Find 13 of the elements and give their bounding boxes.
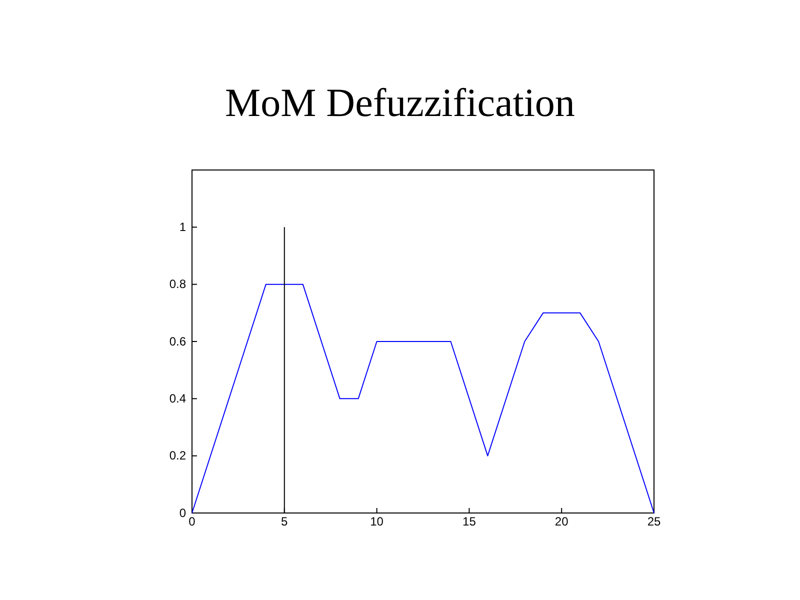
x-tick-label: 10 bbox=[370, 514, 384, 529]
y-tick-label: 1 bbox=[179, 220, 186, 234]
y-tick-label: 0.6 bbox=[169, 334, 186, 348]
y-tick-label: 0.4 bbox=[169, 392, 186, 406]
x-tick-label: 5 bbox=[281, 514, 288, 529]
x-tick-label: 15 bbox=[462, 514, 476, 529]
x-tick-label: 20 bbox=[554, 514, 569, 529]
y-tick-label: 0.2 bbox=[169, 448, 186, 463]
x-tick-label: 0 bbox=[188, 514, 196, 529]
y-tick-label: 0 bbox=[179, 506, 186, 520]
chart-title: MoM Defuzzification bbox=[225, 80, 575, 125]
y-tick-label: 0.8 bbox=[169, 277, 186, 292]
x-tick-label: 25 bbox=[647, 514, 661, 529]
